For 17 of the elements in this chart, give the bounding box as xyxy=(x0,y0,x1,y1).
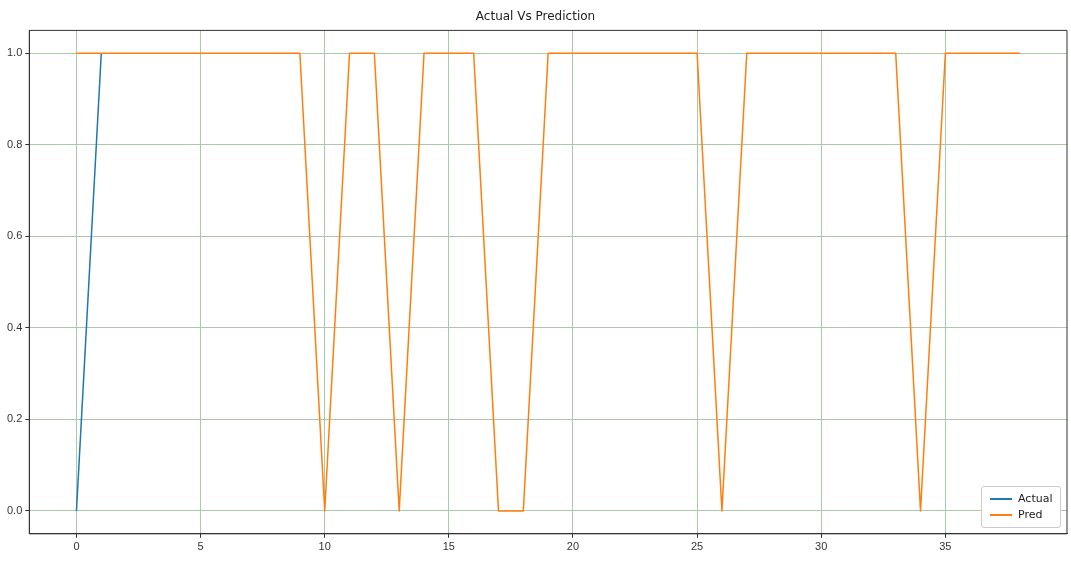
y-tick-label: 0.2 xyxy=(6,412,23,425)
x-tick-label: 30 xyxy=(815,540,828,553)
x-tick-label: 35 xyxy=(939,540,952,553)
legend-label: Actual xyxy=(1018,490,1053,507)
x-tick-label: 5 xyxy=(197,540,204,553)
y-tick-label: 0.8 xyxy=(6,137,23,150)
x-tick-label: 10 xyxy=(318,540,331,553)
y-tick-label: 0.6 xyxy=(6,229,23,242)
y-tick-label: 0.0 xyxy=(6,503,23,516)
x-tick-label: 25 xyxy=(690,540,704,553)
legend-label: Pred xyxy=(1018,506,1043,523)
x-tick-label: 20 xyxy=(566,540,580,553)
y-tick-label: 1.0 xyxy=(6,46,23,59)
x-tick-label: 0 xyxy=(73,540,80,553)
x-tick-label: 15 xyxy=(442,540,455,553)
chart-title: Actual Vs Prediction xyxy=(475,9,596,24)
y-tick-label: 0.4 xyxy=(6,320,23,333)
